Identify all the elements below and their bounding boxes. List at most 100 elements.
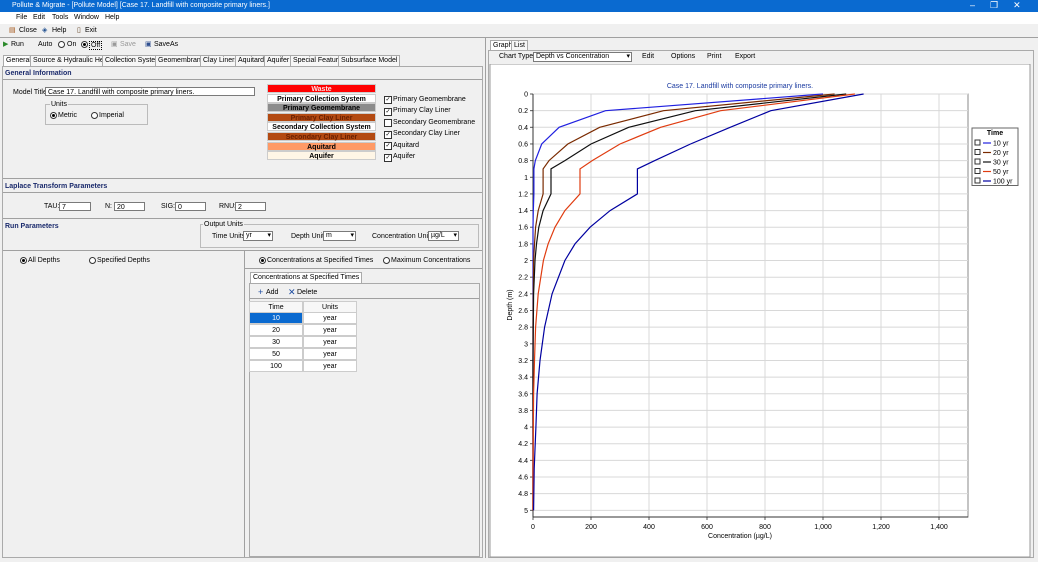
- checkbox[interactable]: ✓: [384, 130, 392, 139]
- auto-label: Auto: [38, 41, 53, 48]
- dropdown[interactable]: m: [323, 231, 356, 241]
- legend-checkbox: [974, 158, 981, 165]
- table-cell[interactable]: 10: [249, 312, 303, 324]
- radio-label: Specified Depths: [97, 257, 150, 264]
- text-input[interactable]: 7: [59, 202, 91, 211]
- menu-item[interactable]: Window: [74, 14, 99, 21]
- text-input[interactable]: 2: [235, 202, 266, 211]
- radio[interactable]: [259, 257, 266, 264]
- y-tick-label: 3.4: [518, 375, 528, 382]
- y-tick-label: 4.4: [518, 458, 528, 465]
- text-input[interactable]: Case 17. Landfill with composite primary…: [45, 87, 255, 96]
- menu-item[interactable]: Help: [105, 14, 120, 21]
- radio[interactable]: [89, 257, 96, 264]
- menu-item[interactable]: File: [16, 14, 28, 21]
- icon: ✕: [288, 287, 296, 297]
- checkbox[interactable]: ✓: [384, 96, 392, 104]
- layer-box: Primary Clay Liner: [267, 112, 376, 122]
- toolbar-button[interactable]: Print: [707, 53, 722, 60]
- y-tick-label: 1.4: [518, 208, 528, 215]
- table-cell[interactable]: year: [303, 336, 357, 348]
- layer-box: Waste: [267, 84, 376, 93]
- legend-title: Time: [987, 130, 1003, 137]
- tab[interactable]: List: [511, 40, 528, 51]
- text-input[interactable]: 0: [175, 202, 206, 211]
- table-cell[interactable]: year: [303, 360, 357, 372]
- icon: ▣: [145, 41, 152, 48]
- saveas-button[interactable]: SaveAs: [154, 41, 179, 48]
- checkbox[interactable]: ✓: [384, 153, 392, 162]
- section-heading: General Information: [5, 70, 72, 77]
- tab[interactable]: Aquifer: [264, 55, 293, 66]
- series-line: [532, 93, 855, 511]
- icon: ▣: [111, 41, 118, 48]
- y-tick-label: 5: [524, 508, 528, 515]
- radio[interactable]: [81, 41, 88, 48]
- dropdown[interactable]: Depth vs Concentration: [533, 52, 632, 62]
- splitter: [485, 38, 486, 558]
- legend-label: 30 yr: [993, 160, 1009, 167]
- window-controls[interactable]: – ❐ ✕: [970, 0, 1021, 10]
- y-tick-label: 0: [524, 92, 528, 99]
- text-input[interactable]: 20: [114, 202, 145, 211]
- checkbox[interactable]: [384, 119, 392, 127]
- table-cell[interactable]: year: [303, 348, 357, 360]
- menu-item[interactable]: Tools: [52, 14, 69, 21]
- radio-label: Concentrations at Specified Times: [267, 257, 374, 264]
- legend-checkbox: [974, 139, 981, 146]
- tab[interactable]: Aquitard: [235, 55, 268, 66]
- radio[interactable]: [91, 112, 98, 119]
- save-button[interactable]: Save: [120, 41, 136, 48]
- add-button[interactable]: Add: [266, 289, 279, 296]
- group-box: [45, 104, 148, 125]
- radio-label: All Depths: [28, 257, 60, 264]
- toolbar-button[interactable]: Help: [52, 27, 67, 34]
- radio-label: Maximum Concentrations: [391, 257, 471, 264]
- radio[interactable]: [20, 257, 27, 264]
- table-cell[interactable]: year: [303, 312, 357, 324]
- field-label: N:: [105, 203, 112, 210]
- toolbar-button[interactable]: Edit: [642, 53, 655, 60]
- y-tick-label: 4: [524, 425, 528, 432]
- tab[interactable]: Subsurface Model: [338, 55, 401, 66]
- table-cell[interactable]: 20: [249, 324, 303, 336]
- checkbox[interactable]: ✓: [384, 142, 392, 150]
- y-tick-label: 2.2: [518, 275, 528, 282]
- dropdown[interactable]: yr: [243, 231, 273, 241]
- section-heading: Run Parameters: [5, 223, 59, 230]
- window-title: Pollute & Migrate - [Pollute Model] [Cas…: [12, 2, 270, 9]
- menu-item[interactable]: Edit: [33, 14, 46, 21]
- table-cell[interactable]: 50: [249, 348, 303, 360]
- toolbar-button[interactable]: Close: [19, 27, 37, 34]
- menu-bar: [0, 12, 1038, 24]
- radio[interactable]: [50, 112, 57, 119]
- icon: ◈: [42, 27, 48, 34]
- tab[interactable]: Concentrations at Specified Times: [250, 272, 363, 283]
- radio-label: Metric: [58, 112, 78, 119]
- icon: +: [258, 287, 264, 297]
- radio-label: Imperial: [99, 112, 124, 119]
- legend-label: 50 yr: [993, 169, 1009, 176]
- toolbar-button[interactable]: Exit: [85, 27, 97, 34]
- checkbox[interactable]: ✓: [384, 107, 392, 116]
- table-cell[interactable]: year: [303, 324, 357, 336]
- x-tick-label: 1,200: [872, 524, 890, 531]
- toolbar-button[interactable]: Options: [671, 53, 696, 60]
- table-cell[interactable]: 100: [249, 360, 303, 372]
- separator: [3, 79, 482, 80]
- legend-label: 20 yr: [993, 150, 1009, 157]
- field-label: TAU:: [44, 203, 60, 210]
- table-cell[interactable]: 30: [249, 336, 303, 348]
- delete-button[interactable]: Delete: [297, 289, 318, 296]
- radio[interactable]: [383, 257, 390, 264]
- y-tick-label: 3: [524, 341, 528, 348]
- toolbar-button[interactable]: Export: [735, 53, 756, 60]
- y-tick-label: 0.4: [518, 125, 528, 132]
- legend-checkbox: [974, 149, 981, 155]
- series-line: [533, 93, 864, 511]
- dropdown[interactable]: µg/L: [428, 231, 459, 241]
- y-tick-label: 1.2: [518, 191, 528, 198]
- run-button[interactable]: Run: [11, 41, 24, 48]
- radio[interactable]: [58, 41, 65, 48]
